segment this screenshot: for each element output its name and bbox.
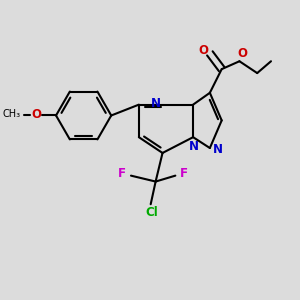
Text: N: N — [213, 142, 223, 155]
Text: N: N — [151, 97, 160, 110]
Text: F: F — [118, 167, 126, 180]
Text: O: O — [198, 44, 208, 57]
Text: Cl: Cl — [145, 206, 158, 219]
Text: O: O — [31, 108, 41, 121]
Text: CH₃: CH₃ — [3, 110, 21, 119]
Text: O: O — [237, 47, 248, 60]
Text: N: N — [189, 140, 199, 153]
Text: F: F — [180, 167, 188, 180]
